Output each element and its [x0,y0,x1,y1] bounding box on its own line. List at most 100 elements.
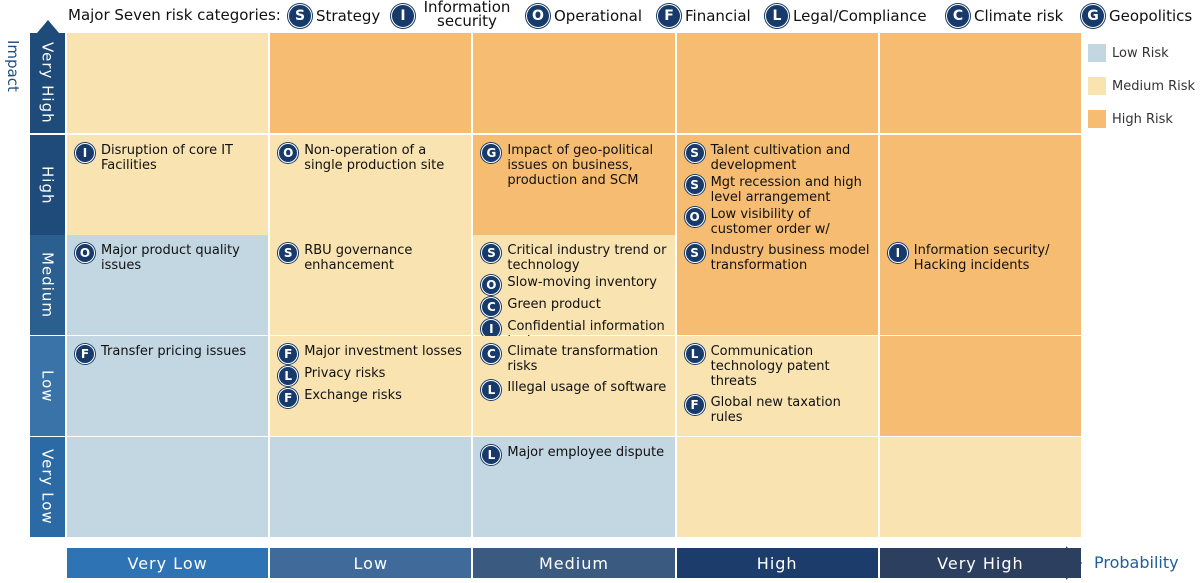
category-label: Climate risk [974,7,1064,25]
risk-cell: O Major product quality issues [67,235,269,335]
risk-text: Talent cultivation and development [710,143,851,173]
category-icon: S [288,4,312,28]
risk-cell: S Industry business model transformation [676,235,878,335]
risk-item: S Mgt recession and high level arrangemen… [684,175,872,205]
y-level: Very Low [30,437,65,537]
x-level: Very High [879,548,1081,578]
category: L Legal/Compliance [765,4,927,28]
risk-cell: L Communication technology patent threats… [676,336,878,436]
risk-item: I Information security/ Hacking incidents [887,243,1075,273]
risk-cell: L Major employee dispute [473,437,675,537]
risk-icon: O [278,143,299,163]
risk-icon: F [278,388,299,408]
category-icon: G [1081,4,1105,28]
legend-swatch [1088,110,1106,128]
risk-cell [270,33,472,133]
risk-item: F Global new taxation rules [684,395,872,425]
risk-text: Disruption of core IT Facilities [101,143,233,173]
legend-entry: Low Risk [1088,44,1169,62]
risk-item: C Green product [481,297,668,317]
legend-swatch [1088,77,1106,95]
risk-icon: F [75,344,95,364]
risk-cell [473,33,675,133]
risk-item: L Privacy risks [278,366,465,386]
category-label: Legal/Compliance [793,7,927,25]
risk-cell: S RBU governance enhancement [270,235,472,335]
category-icon: C [946,4,970,28]
risk-item: S Talent cultivation and development [684,143,872,173]
risk-cell [270,437,472,537]
risk-icon: O [481,275,502,295]
risk-icon: C [481,297,502,317]
risk-item: O Major product quality issues [75,243,262,273]
risk-text: Illegal usage of software [507,380,667,395]
risk-item: L Illegal usage of software [481,380,668,400]
risk-item: S RBU governance enhancement [278,243,465,273]
risk-cell [879,437,1081,537]
y-level: Very High [30,33,65,133]
risk-item: O Slow-moving inventory [481,275,668,295]
risk-text: Non-operation of a single production sit… [304,143,445,173]
risk-icon: C [481,344,502,364]
x-axis-label: Probability [1094,553,1179,572]
risk-icon: G [481,143,502,163]
risk-item: F Major investment losses [278,344,465,364]
y-level: High [30,135,65,235]
category: S Strategy [288,4,380,28]
risk-cell [879,33,1081,133]
risk-text: Transfer pricing issues [101,344,247,359]
header-title: Major Seven risk categories: [68,6,281,24]
risk-icon: L [481,380,502,400]
x-level: Medium [473,548,675,578]
category-label: Financial [685,7,751,25]
risk-cell: C Climate transformation risks L Illegal us… [473,336,675,436]
risk-cell [67,33,269,133]
risk-icon: L [684,344,705,364]
risk-text: Industry business model transformation [710,243,870,273]
risk-cell: F Transfer pricing issues [67,336,269,436]
risk-cell [676,437,878,537]
category: C Climate risk [946,4,1063,28]
risk-text: Major investment losses [304,344,462,359]
risk-text: Critical industry trend or technology [507,243,667,273]
risk-item: C Climate transformation risks [481,344,668,374]
risk-cell: G Impact of geo-political issues on busin… [473,135,675,235]
risk-icon: S [684,143,705,163]
risk-cell: S Talent cultivation and development S Mgt … [676,135,878,252]
category: G Geopolitics [1081,4,1192,28]
category-label: Geopolitics [1109,7,1193,25]
y-axis-arrow [37,20,59,33]
risk-item: S Industry business model transformation [684,243,872,273]
risk-text: Major product quality issues [101,243,240,273]
risk-text: RBU governance enhancement [304,243,413,273]
risk-cell: I Information security/ Hacking incidents [879,235,1081,335]
y-axis-label: Impact [4,40,22,92]
risk-text: Communication technology patent threats [710,344,830,389]
risk-icon: S [278,243,299,263]
risk-text: Mgt recession and high level arrangement [710,175,862,205]
risk-cell: I Disruption of core IT Facilities [67,135,269,235]
risk-item: O Non-operation of a single production si… [278,143,465,173]
risk-icon: F [684,395,705,415]
y-level: Medium [30,235,65,335]
category: F Financial [657,4,751,28]
category: I Information security [391,0,515,29]
risk-cell: F Major investment losses L Privacy risks F E… [270,336,472,436]
risk-text: Slow-moving inventory [507,275,657,290]
category-icon: L [765,4,789,28]
x-level: Very Low [67,548,269,578]
risk-icon: O [684,207,705,227]
risk-item: I Disruption of core IT Facilities [75,143,262,173]
risk-icon: S [481,243,502,263]
risk-icon: I [75,143,95,163]
risk-cell [67,437,269,537]
risk-item: L Communication technology patent threats [684,344,872,389]
risk-icon: O [75,243,95,263]
risk-text: Information security/ Hacking incidents [913,243,1050,273]
x-level: High [676,548,878,578]
risk-text: Major employee dispute [507,445,665,460]
legend-swatch [1088,44,1106,62]
risk-cell: S Critical industry trend or technology O S… [473,235,675,349]
risk-icon: S [684,175,705,195]
